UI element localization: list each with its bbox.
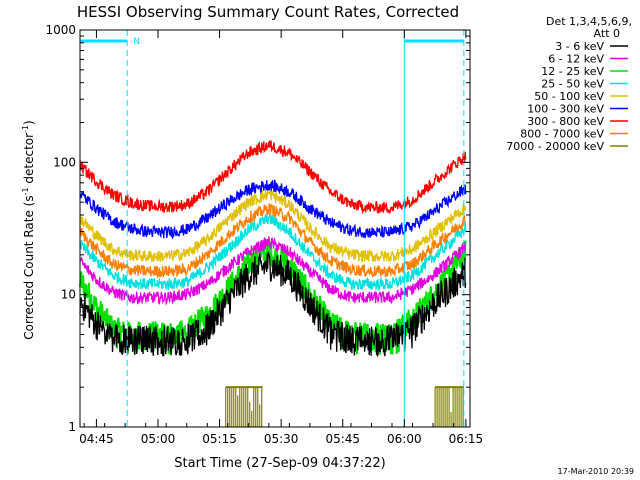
legend-label: 12 - 25 keV <box>541 65 604 78</box>
y-axis-label: Corrected Count Rate (s-1 detector-1) <box>21 120 36 339</box>
x-tick-label: 05:00 <box>141 432 176 446</box>
plot-area: N <box>80 30 466 427</box>
y-tick-label: 1 <box>68 420 76 434</box>
x-axis-label: Start Time (27-Sep-09 04:37:22) <box>174 456 385 471</box>
legend-label: 3 - 6 keV <box>555 40 604 53</box>
x-tick-label: 06:15 <box>449 432 484 446</box>
y-tick-label: 10 <box>61 288 76 302</box>
x-tick-label: 04:45 <box>79 432 114 446</box>
x-tick-label: 05:15 <box>202 432 237 446</box>
y-tick-label: 1000 <box>45 23 76 37</box>
annotation-label: N <box>133 37 140 47</box>
legend-header-2: Att 0 <box>594 27 620 40</box>
y-axis-label-mid: detector <box>22 133 36 188</box>
y-axis-label-main: Corrected Count Rate (s <box>22 195 36 339</box>
legend-label: 25 - 50 keV <box>541 78 604 91</box>
series-7000-20000-kev-bars <box>435 387 464 427</box>
y-axis-label-sup1: -1 <box>21 187 30 195</box>
y-tick-label: 100 <box>53 155 76 169</box>
legend-label: 7000 - 20000 keV <box>506 140 604 153</box>
legend-label: 800 - 7000 keV <box>520 128 604 141</box>
legend-label: 50 - 100 keV <box>534 90 604 103</box>
legend-label: 100 - 300 keV <box>527 103 604 116</box>
x-tick-label: 05:30 <box>264 432 299 446</box>
y-axis-label-sup2: -1 <box>21 125 30 133</box>
series-7000-20000-kev-bars <box>226 387 263 427</box>
footer-timestamp: 17-Mar-2010 20:39 <box>558 467 635 476</box>
legend-label: 300 - 800 keV <box>527 115 604 128</box>
x-tick-label: 05:45 <box>325 432 360 446</box>
x-tick-label: 06:00 <box>387 432 422 446</box>
y-axis-label-end: ) <box>22 120 36 125</box>
series-line-300-800kev <box>80 141 466 214</box>
legend-label: 6 - 12 keV <box>548 53 604 66</box>
chart-title: HESSI Observing Summary Count Rates, Cor… <box>77 3 459 21</box>
